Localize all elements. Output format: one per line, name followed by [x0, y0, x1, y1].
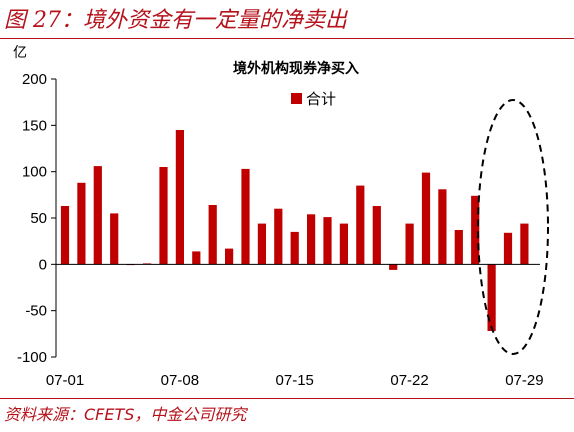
y-tick-label-50: 50	[30, 210, 47, 227]
y-tick-label-0: 0	[39, 256, 47, 273]
y-tick-label--100: -100	[17, 349, 47, 366]
bar-3	[110, 213, 119, 265]
bottom-rule	[0, 398, 574, 399]
x-tick-label-07-22: 07-22	[390, 372, 428, 389]
bar-13	[274, 208, 283, 265]
bar-10	[225, 248, 234, 265]
bar-28	[520, 223, 529, 265]
bar-chart: 亿 境外机构现券净买入 合计 -100 -50 0 50 100 150 200 07-01…	[13, 45, 549, 389]
bar-20	[389, 264, 398, 270]
bar-25	[471, 195, 480, 265]
bar-8	[192, 251, 201, 265]
chart-title: 境外机构现券净买入	[233, 60, 359, 77]
highlight-ellipse	[477, 99, 549, 355]
bar-23	[438, 189, 447, 265]
x-tick-label-07-15: 07-15	[276, 372, 314, 389]
bar-0	[60, 206, 70, 265]
bar-17	[339, 223, 348, 265]
y-axis-unit: 亿	[13, 45, 27, 61]
top-rule	[0, 38, 574, 39]
bar-11	[241, 168, 250, 265]
bar-14	[290, 231, 299, 265]
bar-12	[257, 223, 266, 265]
bar-9	[208, 205, 217, 265]
legend-label-total: 合计	[306, 90, 336, 108]
bar-18	[356, 185, 365, 265]
y-tick-label-200: 200	[22, 71, 47, 88]
bar-2	[93, 166, 102, 265]
x-tick-label-07-01: 07-01	[46, 372, 84, 389]
bar-27	[503, 232, 513, 265]
bar-15	[307, 214, 316, 265]
y-tick-label-100: 100	[22, 164, 47, 181]
y-tick-label-150: 150	[22, 117, 47, 134]
bar-6	[159, 167, 168, 265]
y-tick-label--50: -50	[25, 303, 47, 320]
bar-7	[175, 130, 184, 265]
legend-swatch	[291, 93, 302, 104]
bar-24	[454, 230, 463, 265]
x-tick-label-07-29: 07-29	[505, 372, 543, 389]
bars-group	[60, 130, 529, 331]
bar-21	[405, 223, 414, 265]
bar-26	[487, 264, 496, 331]
bar-1	[77, 182, 86, 265]
source-note: 资料来源：CFETS，中金公司研究	[4, 405, 247, 424]
x-tick-label-07-08: 07-08	[161, 372, 199, 389]
bar-19	[372, 206, 381, 265]
y-axis: -100 -50 0 50 100 150 200	[17, 71, 57, 366]
figure-title: 图 27：境外资金有一定量的净卖出	[4, 8, 347, 33]
bar-22	[421, 172, 431, 265]
bar-16	[323, 217, 332, 265]
